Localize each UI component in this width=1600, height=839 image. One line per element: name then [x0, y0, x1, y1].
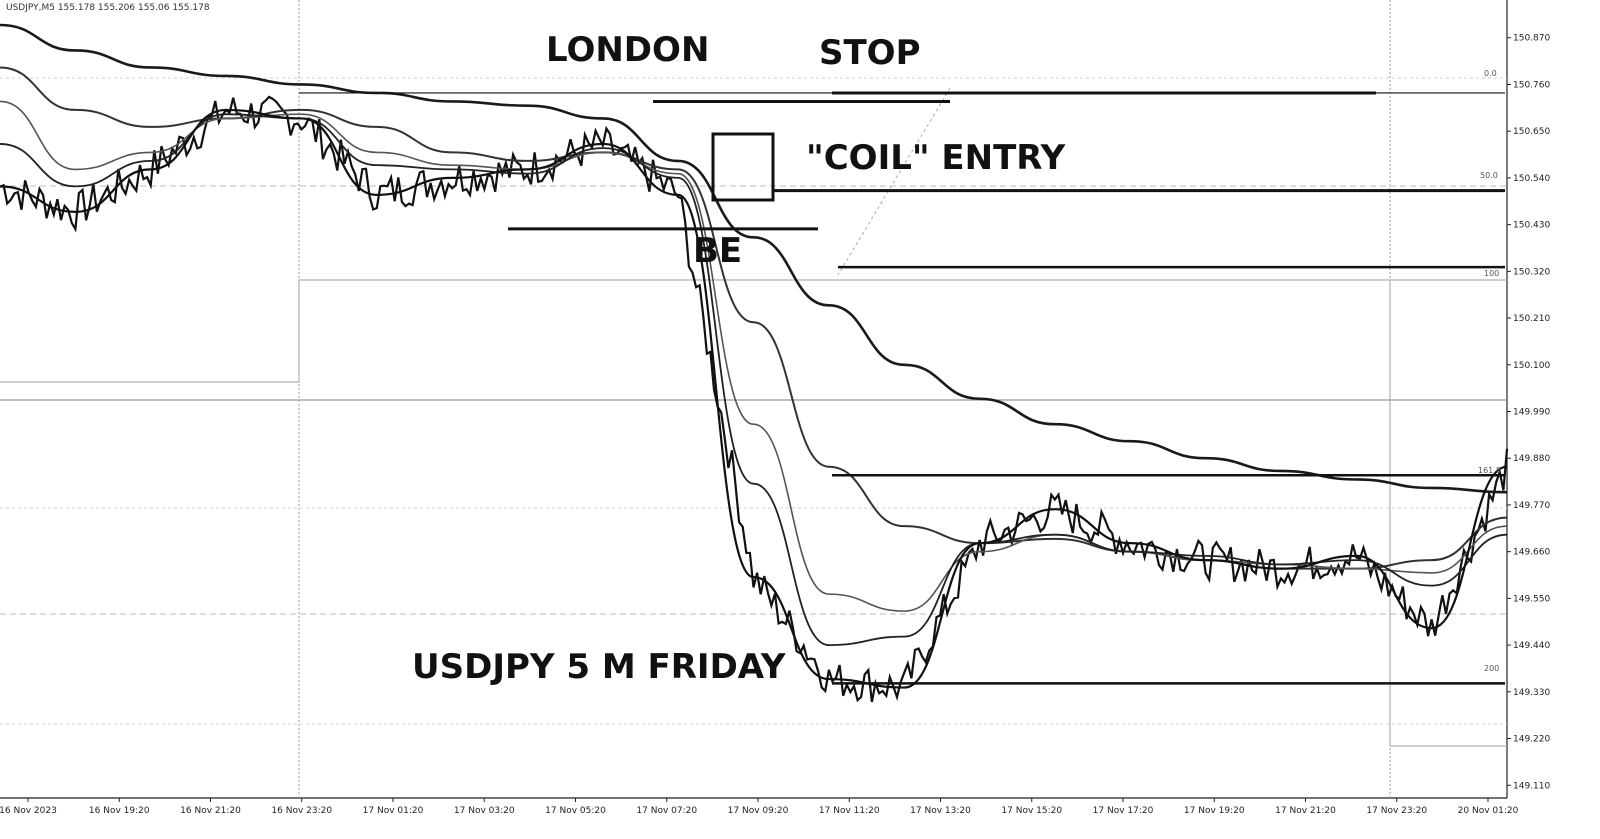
time-axis: 16 Nov 2023 16 Nov 19:20 16 Nov 21:20 16 No…	[0, 798, 1519, 816]
time-tick-label: 16 Nov 2023	[0, 806, 57, 816]
moving-averages	[0, 23, 1508, 689]
time-tick-label: 17 Nov 03:20	[454, 806, 515, 816]
price-path-group	[0, 95, 1509, 703]
time-tick-label: 17 Nov 15:20	[1001, 806, 1062, 816]
moving-average-line	[0, 108, 1508, 689]
time-tick-label: 20 Nov 01:20	[1458, 806, 1519, 816]
price-tick-label: 150.540	[1513, 174, 1550, 184]
pivot-step-line	[1389, 280, 1507, 747]
time-tick-label: 16 Nov 19:20	[89, 806, 150, 816]
price-tick-label: 149.110	[1513, 781, 1550, 791]
price-tick-label: 150.430	[1513, 221, 1550, 231]
price-axis: 150.870 150.760 150.650 150.540 150.430 150.3…	[1507, 34, 1550, 791]
time-tick-label: 17 Nov 01:20	[363, 806, 424, 816]
fib-label: 0.0	[1484, 69, 1497, 78]
fib-diagonal	[837, 87, 951, 276]
be-label: BE	[693, 231, 742, 271]
price-tick-label: 150.870	[1513, 34, 1550, 44]
time-tick-label: 17 Nov 21:20	[1275, 806, 1336, 816]
coil-entry-label: "COIL" ENTRY	[806, 138, 1066, 178]
price-tick-label: 149.770	[1513, 501, 1550, 511]
price-tick-label: 149.990	[1513, 407, 1550, 417]
chart-caption: USDJPY 5 M FRIDAY	[412, 647, 786, 687]
time-tick-label: 17 Nov 23:20	[1366, 806, 1427, 816]
time-tick-label: 16 Nov 21:20	[180, 806, 241, 816]
fib-label: 200	[1484, 664, 1499, 673]
pivot-step-line	[0, 279, 1507, 383]
price-tick-label: 150.210	[1513, 314, 1550, 324]
price-tick-label: 149.550	[1513, 594, 1550, 604]
moving-average-line	[0, 113, 1508, 646]
price-tick-label: 150.100	[1513, 361, 1550, 371]
price-path	[0, 95, 1509, 703]
london-label: LONDON	[546, 30, 709, 70]
coil-entry-box	[711, 132, 775, 202]
moving-average-line	[0, 23, 1508, 494]
time-tick-label: 17 Nov 17:20	[1093, 806, 1154, 816]
time-tick-label: 17 Nov 19:20	[1184, 806, 1245, 816]
price-tick-label: 149.880	[1513, 454, 1550, 464]
level-lines	[299, 91, 1505, 685]
time-tick-label: 17 Nov 13:20	[910, 806, 971, 816]
time-tick-label: 17 Nov 09:20	[728, 806, 789, 816]
time-tick-label: 17 Nov 11:20	[819, 806, 880, 816]
price-tick-label: 149.440	[1513, 641, 1550, 651]
time-tick-label: 16 Nov 23:20	[271, 806, 332, 816]
fib-label: 50.0	[1480, 171, 1498, 180]
time-tick-label: 17 Nov 07:20	[636, 806, 697, 816]
moving-average-line	[0, 100, 1508, 612]
price-tick-label: 150.760	[1513, 80, 1550, 90]
stop-label: STOP	[819, 33, 921, 73]
price-tick-label: 149.660	[1513, 548, 1550, 558]
chart-header-text: USDJPY,M5 155.178 155.206 155.06 155.178	[6, 3, 210, 13]
price-tick-label: 150.650	[1513, 127, 1550, 137]
price-tick-label: 150.320	[1513, 267, 1550, 277]
price-tick-label: 149.220	[1513, 735, 1550, 745]
time-tick-label: 17 Nov 05:20	[545, 806, 606, 816]
fib-label: 161.8	[1478, 466, 1501, 475]
fib-label: 100	[1484, 269, 1499, 278]
price-tick-label: 149.330	[1513, 688, 1550, 698]
